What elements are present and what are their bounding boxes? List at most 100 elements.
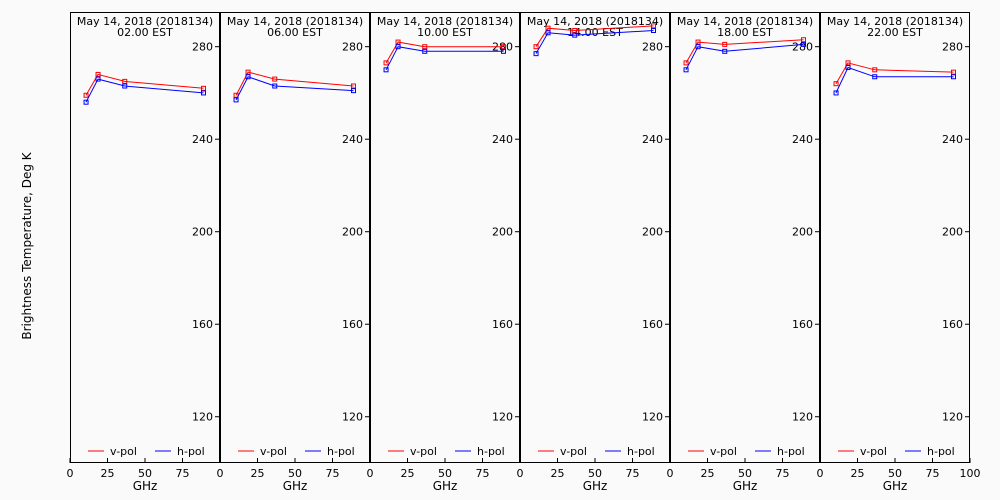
x-tick-label: 50: [138, 467, 152, 480]
legend-label-v-pol: v-pol: [860, 445, 887, 458]
panel-subtitle: 06.00 EST: [267, 26, 323, 39]
y-tick-label: 200: [792, 226, 813, 239]
y-tick-label: 120: [342, 411, 363, 424]
data-point-h-pol: [801, 41, 806, 47]
series-line-h-pol: [235, 76, 354, 101]
y-axis-label: Brightness Temperature, Deg K: [20, 151, 34, 339]
y-tick-label: 160: [192, 318, 213, 331]
y-tick-label: 280: [942, 41, 963, 54]
panels-group: May 14, 2018 (2018134) 02.00 EST 120 160 200…: [67, 12, 981, 493]
x-axis-label: GHz: [733, 479, 758, 493]
data-point-h-pol: [95, 76, 101, 82]
legend-label-v-pol: v-pol: [260, 445, 287, 458]
data-point-v-pol: [422, 44, 428, 50]
legend-label-v-pol: v-pol: [410, 445, 437, 458]
x-axis-label: GHz: [133, 479, 158, 493]
data-point-h-pol: [722, 48, 728, 54]
x-tick-label: 25: [401, 467, 415, 480]
data-point-v-pol: [501, 44, 506, 50]
y-tick-label: 240: [942, 133, 963, 146]
data-point-v-pol: [845, 60, 851, 66]
data-point-v-pol: [801, 37, 806, 43]
x-tick-label: 50: [588, 467, 602, 480]
data-point-h-pol: [651, 28, 656, 34]
y-tick-label: 120: [642, 411, 663, 424]
y-tick-label: 280: [342, 41, 363, 54]
y-tick-label: 280: [792, 41, 813, 54]
panel-title: May 14, 2018 (2018134): [677, 15, 813, 28]
y-tick-label: 200: [942, 226, 963, 239]
data-point-v-pol: [272, 76, 278, 82]
series-line-v-pol: [535, 25, 654, 47]
series-line-h-pol: [685, 43, 804, 71]
legend-label-h-pol: h-pol: [177, 445, 205, 458]
data-point-h-pol: [533, 51, 539, 57]
series-line-v-pol: [85, 73, 204, 96]
panel-subtitle: 22.00 EST: [867, 26, 923, 39]
panel-subtitle: 02.00 EST: [117, 26, 173, 39]
y-tick-label: 160: [642, 318, 663, 331]
data-point-v-pol: [695, 39, 701, 45]
x-tick-label: 50: [738, 467, 752, 480]
x-tick-label: 0: [367, 467, 374, 480]
legend-label-h-pol: h-pol: [477, 445, 505, 458]
data-point-h-pol: [383, 67, 389, 73]
series-line-v-pol: [835, 62, 954, 84]
legend-label-h-pol: h-pol: [327, 445, 355, 458]
x-tick-label: 75: [626, 467, 640, 480]
panel-subtitle: 18.00 EST: [717, 26, 773, 39]
data-point-v-pol: [833, 81, 839, 87]
x-tick-label: 50: [438, 467, 452, 480]
panel-title: May 14, 2018 (2018134): [827, 15, 963, 28]
y-tick-label: 160: [342, 318, 363, 331]
panel-5: May 14, 2018 (2018134)18.00 EST 120 160 200…: [667, 12, 820, 493]
y-tick-label: 200: [342, 226, 363, 239]
y-tick-label: 240: [342, 133, 363, 146]
data-point-h-pol: [201, 90, 206, 96]
data-point-v-pol: [651, 23, 656, 29]
y-tick-label: 120: [792, 411, 813, 424]
data-point-v-pol: [383, 60, 389, 66]
legend-label-v-pol: v-pol: [560, 445, 587, 458]
x-tick-label: 25: [251, 467, 265, 480]
data-point-h-pol: [572, 32, 578, 38]
x-tick-label: 50: [888, 467, 902, 480]
data-point-v-pol: [122, 78, 128, 84]
panel-1: May 14, 2018 (2018134)02.00 EST 120 160 200…: [67, 12, 220, 493]
legend-label-v-pol: v-pol: [710, 445, 737, 458]
x-tick-label: 25: [551, 467, 565, 480]
data-point-h-pol: [683, 67, 689, 73]
data-point-v-pol: [201, 85, 206, 91]
data-point-h-pol: [951, 74, 956, 80]
x-tick-label: 25: [851, 467, 865, 480]
data-point-v-pol: [572, 28, 578, 34]
series-line-h-pol: [385, 46, 504, 71]
y-tick-label: 240: [792, 133, 813, 146]
data-point-v-pol: [95, 71, 101, 77]
data-point-h-pol: [122, 83, 128, 89]
data-point-v-pol: [351, 83, 356, 89]
panel-subtitle: 10.00 EST: [417, 26, 473, 39]
data-point-h-pol: [872, 74, 878, 80]
data-point-h-pol: [395, 44, 401, 50]
series-line-v-pol: [235, 71, 354, 96]
x-tick-label: 75: [476, 467, 490, 480]
legend-label-v-pol: v-pol: [110, 445, 137, 458]
data-point-v-pol: [951, 69, 956, 75]
panel-2: May 14, 2018 (2018134)06.00 EST 120 160 200…: [217, 12, 370, 493]
data-point-v-pol: [683, 60, 689, 66]
data-point-h-pol: [501, 48, 506, 54]
y-tick-label: 160: [942, 318, 963, 331]
y-tick-label: 240: [492, 133, 513, 146]
legend-label-h-pol: h-pol: [627, 445, 655, 458]
series-line-h-pol: [535, 30, 654, 54]
x-tick-label: 0: [217, 467, 224, 480]
data-point-h-pol: [83, 99, 89, 105]
series-line-v-pol: [385, 41, 504, 64]
x-tick-label: 0: [67, 467, 74, 480]
y-tick-label: 200: [642, 226, 663, 239]
legend-label-h-pol: h-pol: [777, 445, 805, 458]
data-point-v-pol: [83, 92, 89, 98]
data-point-v-pol: [722, 41, 728, 47]
